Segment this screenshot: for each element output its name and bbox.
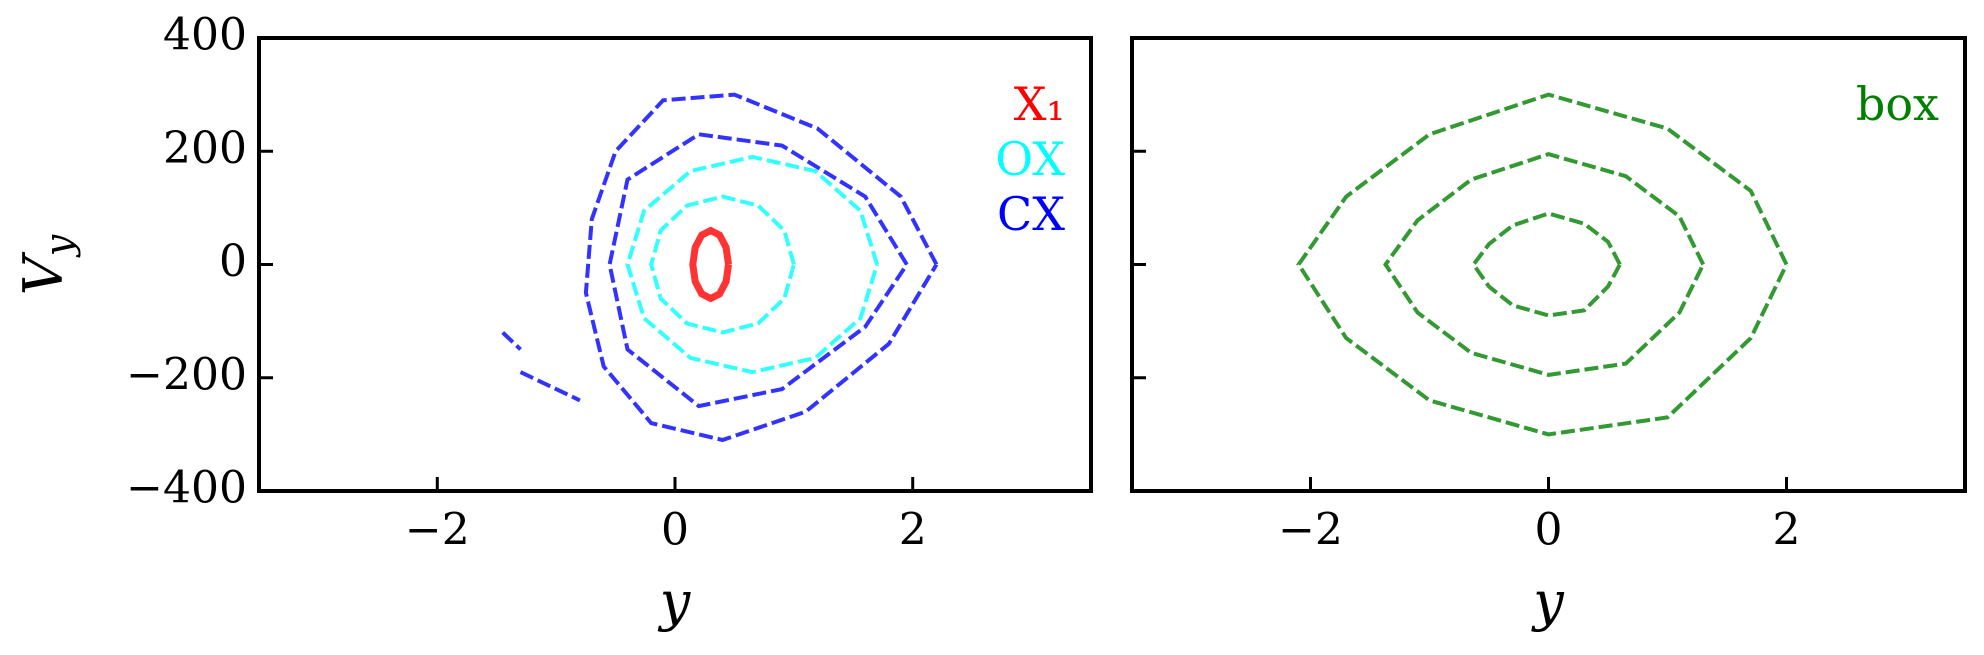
x-tick-label: 0 [661,505,689,556]
x-tick-label: 2 [899,505,927,556]
y-label-main: V [12,251,75,295]
orbit [1296,92,1789,437]
legend-entry: X₁ [1014,77,1065,131]
orbit [625,154,880,375]
orbit [501,92,939,443]
y-tick-label: −200 [126,349,247,400]
y-tick-label: −400 [126,463,247,514]
y-tick-label: 400 [163,10,247,61]
legend-entry: OX [995,132,1065,186]
x-tick-label: −2 [1278,505,1343,556]
y-axis-label: Vy [12,234,81,295]
x-tick-label: −2 [405,505,470,556]
y-tick-label: 0 [219,236,247,287]
x-axis-label: y [1531,570,1565,633]
x-axis-label: y [658,570,692,633]
y-label-sub: y [37,234,81,258]
legend-entry: box [1856,77,1939,131]
axes-frame [257,36,1093,493]
orbit [689,226,732,303]
x-tick-label: 0 [1535,505,1563,556]
x-tick-label: 2 [1773,505,1801,556]
y-tick-label: 200 [163,123,247,174]
axes-frame [1130,36,1967,493]
legend-entry: CX [997,187,1065,241]
